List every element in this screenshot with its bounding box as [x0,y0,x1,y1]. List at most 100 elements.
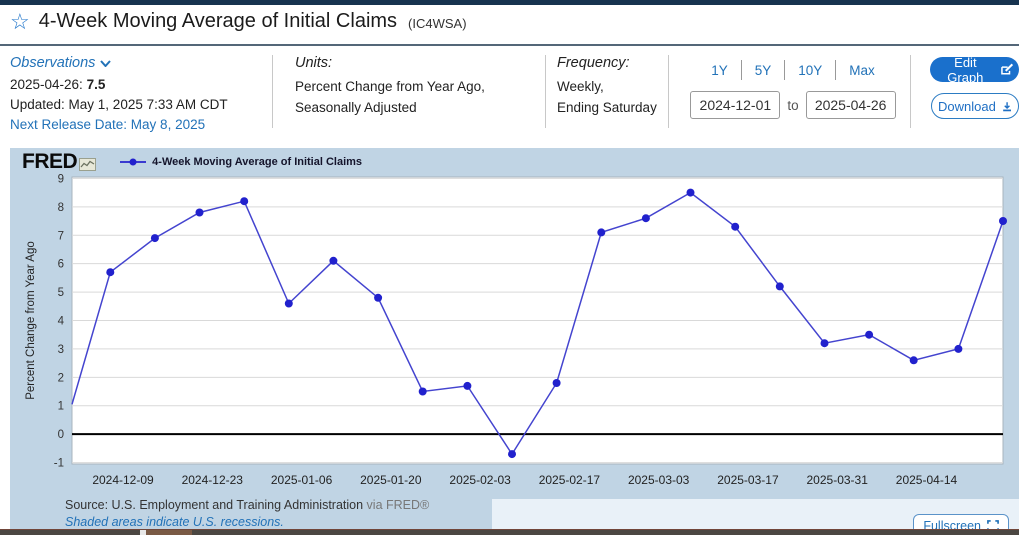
data-point-marker[interactable] [195,208,204,217]
data-point-marker[interactable] [463,381,472,390]
data-point-marker[interactable] [508,450,516,459]
range-preset-max[interactable]: Max [849,62,875,78]
data-point-marker[interactable] [775,282,784,291]
download-icon [1003,101,1011,111]
column-divider [668,55,669,128]
range-preset-1y[interactable]: 1Y [711,62,728,78]
data-point-marker[interactable] [954,344,963,353]
units-line2: Seasonally Adjusted [295,100,417,115]
column-divider [545,55,546,128]
page-title: 4-Week Moving Average of Initial Claims [38,10,398,32]
y-tick-label: 0 [58,429,64,441]
preset-separator [784,60,786,80]
data-point-marker[interactable] [999,217,1007,225]
data-point-marker[interactable] [240,197,249,206]
units-label: Units: [295,55,333,71]
recession-note-link[interactable]: Shaded areas indicate U.S. recessions. [65,515,284,529]
to-label: to [787,97,799,113]
date-range-row: to [680,91,906,119]
observations-label: Observations [10,55,96,71]
source-block: Source: U.S. Employment and Training Adm… [65,497,429,531]
edit-graph-label: Edit Graph [947,54,984,85]
y-tick-label: 6 [58,259,64,271]
chevron-down-icon [100,59,112,67]
x-tick-label: 2025-03-17 [717,473,779,487]
y-tick-label: 1 [58,401,64,413]
fred-logo: FRED [22,150,97,174]
latest-observation: 2025-04-26: 7.5 [10,75,228,95]
next-release-link[interactable]: Next Release Date: May 8, 2025 [10,117,206,132]
chart-svg[interactable]: 9 8 7 6 5 4 3 2 1 0 -1 2024-12-09 2024-12-23 2025-01-… [10,148,1019,530]
download-label: Download [938,98,996,114]
frequency-label: Frequency: [557,55,630,71]
x-tick-label: 2024-12-23 [182,473,244,487]
y-tick-label: 5 [58,287,64,299]
data-point-marker[interactable] [641,214,650,223]
y-tick-label: 9 [58,173,64,185]
preset-separator [835,60,837,80]
x-tick-label: 2025-01-06 [271,473,333,487]
favorite-star-icon[interactable]: ☆ [10,8,30,34]
chart-header: FRED 4-Week Moving Average of Initial Cl… [22,150,362,174]
x-tick-label: 2025-02-17 [539,473,601,487]
observations-column: Observations 2025-04-26: 7.5 Updated: Ma… [10,53,228,135]
x-tick-label: 2025-03-03 [628,473,690,487]
download-button[interactable]: Download [931,93,1019,119]
date-range-controls: 1Y 5Y 10Y Max to [680,60,906,119]
data-point-marker[interactable] [329,256,338,265]
frequency-column: Frequency: Weekly, Ending Saturday [557,53,657,118]
units-column: Units: Percent Change from Year Ago, Sea… [295,53,485,118]
range-preset-10y[interactable]: 10Y [798,62,823,78]
source-text: Source: U.S. Employment and Training Adm… [65,498,364,512]
preset-separator [740,60,742,80]
data-point-marker[interactable] [374,293,383,302]
edit-pencil-icon [1000,63,1013,75]
x-tick-label: 2025-03-31 [807,473,869,487]
data-point-marker[interactable] [820,339,829,348]
source-via-text: via FRED® [366,498,430,512]
legend-line-marker-icon [120,158,147,166]
y-tick-label: 8 [58,202,64,214]
end-date-input[interactable] [805,91,896,119]
fred-sparkline-icon [79,157,97,171]
data-point-marker[interactable] [418,387,427,396]
data-point-marker[interactable] [284,299,293,308]
data-point-marker[interactable] [686,188,695,197]
y-tick-label: 7 [58,230,64,242]
column-divider [910,55,911,128]
title-row: ☆ 4-Week Moving Average of Initial Claim… [10,10,467,33]
title-divider [0,44,1019,46]
start-date-input[interactable] [690,91,781,119]
chart-container: FRED 4-Week Moving Average of Initial Cl… [10,148,1019,535]
data-point-marker[interactable] [597,228,606,237]
edit-graph-button[interactable]: Edit Graph [930,54,1019,85]
x-tick-label: 2024-12-09 [92,473,154,487]
range-preset-5y[interactable]: 5Y [754,62,772,78]
fullscreen-corners-icon [987,520,999,532]
y-axis-title: Percent Change from Year Ago [25,241,37,400]
latest-observation-date: 2025-04-26: [10,77,83,92]
fred-logo-text: FRED [22,150,78,173]
observations-dropdown[interactable]: Observations [10,53,228,73]
data-point-marker[interactable] [552,379,561,387]
column-divider [272,55,273,128]
x-tick-label: 2025-01-20 [360,473,422,487]
data-point-marker[interactable] [731,222,740,231]
units-line1: Percent Change from Year Ago, [295,79,485,94]
bottom-edge-bar [0,529,1019,535]
data-point-marker[interactable] [909,356,918,365]
latest-observation-value: 7.5 [86,77,106,92]
chart-footer-panel: Fullscreen [492,499,1019,535]
data-line [71,191,1004,456]
frequency-line2: Ending Saturday [557,100,657,115]
data-point-marker[interactable] [106,268,115,277]
series-id: (IC4WSA) [408,16,467,31]
y-tick-label: 3 [58,344,64,356]
chart-legend: 4-Week Moving Average of Initial Claims [120,156,362,168]
data-point-marker[interactable] [865,330,874,339]
x-tick-label: 2025-04-14 [896,473,958,487]
y-tick-label: 2 [58,372,64,384]
data-point-marker[interactable] [150,234,159,243]
y-tick-label: -1 [54,458,64,470]
